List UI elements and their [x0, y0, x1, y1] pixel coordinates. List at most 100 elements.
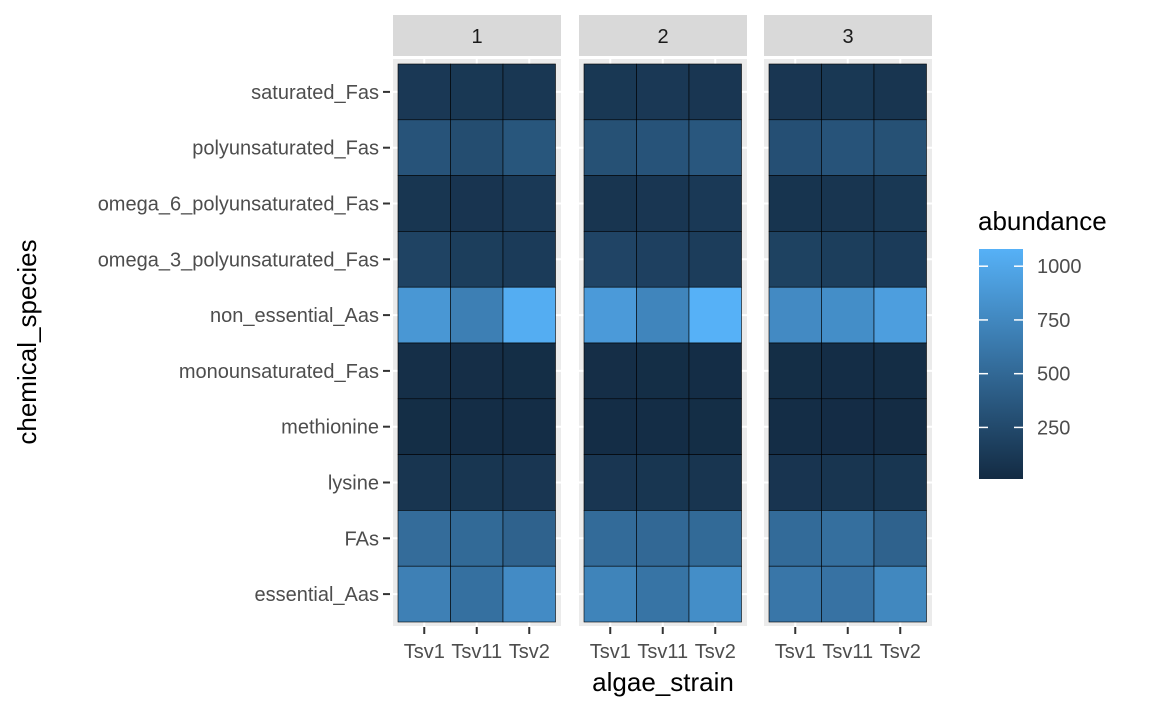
heatmap-tile: lysine / Tsv11 (3): 90 [821, 454, 875, 511]
heatmap-tile: omega_6_polyunsaturated_Fas / Tsv1 (1): … [397, 175, 451, 232]
y-tick-label: monounsaturated_Fas [179, 361, 379, 383]
heatmap-tile: methionine / Tsv1 (1): 30 [397, 398, 451, 455]
heatmap-tile: saturated_Fas / Tsv2 (2): 100 [688, 63, 742, 121]
y-tick-label: methionine [281, 417, 379, 439]
heatmap-tile: lysine / Tsv2 (3): 95 [873, 454, 927, 511]
heatmap-tile: saturated_Fas / Tsv11 (2): 115 [636, 63, 690, 121]
heatmap-tile: methionine / Tsv11 (2): 25 [636, 398, 690, 455]
y-tick-label: saturated_Fas [251, 82, 379, 104]
x-tick-label: Tsv11 [451, 641, 502, 663]
heatmap-tile: lysine / Tsv1 (1): 90 [397, 454, 451, 511]
heatmap-tile: polyunsaturated_Fas / Tsv11 (2): 330 [636, 119, 690, 176]
heatmap-tile: lysine / Tsv1 (2): 100 [583, 454, 637, 511]
x-tick-label: Tsv2 [880, 641, 921, 663]
heatmap-tile: monounsaturated_Fas / Tsv1 (3): 30 [768, 342, 822, 400]
heatmap-tile: monounsaturated_Fas / Tsv1 (2): 35 [583, 342, 637, 400]
heatmap-tile: methionine / Tsv2 (1): 25 [502, 398, 556, 455]
y-tick-label: FAs [345, 528, 379, 550]
heatmap-tile: saturated_Fas / Tsv11 (3): 110 [821, 63, 875, 121]
heatmap-tile: FAs / Tsv1 (2): 520 [583, 510, 637, 567]
heatmap-tile: FAs / Tsv11 (1): 510 [450, 510, 504, 567]
heatmap-tile: monounsaturated_Fas / Tsv2 (3): 22 [873, 342, 927, 400]
legend-label: 250 [1037, 417, 1070, 439]
heatmap-tile: methionine / Tsv11 (1): 28 [450, 398, 504, 455]
heatmap-tile: polyunsaturated_Fas / Tsv2 (1): 350 [502, 119, 556, 176]
heatmap-tile: omega_3_polyunsaturated_Fas / Tsv1 (1): … [397, 231, 451, 288]
heatmap-tile: FAs / Tsv1 (1): 530 [397, 510, 451, 567]
heatmap-tile: essential_Aas / Tsv2 (1): 780 [502, 565, 556, 623]
heatmap-tile: lysine / Tsv2 (2): 90 [688, 454, 742, 511]
y-tick-label: omega_3_polyunsaturated_Fas [98, 249, 379, 271]
heatmap-tile: omega_3_polyunsaturated_Fas / Tsv1 (3): … [768, 231, 822, 288]
heatmap-tile: omega_6_polyunsaturated_Fas / Tsv11 (1):… [450, 175, 504, 232]
heatmap-tile: non_essential_Aas / Tsv2 (3): 930 [873, 286, 927, 344]
heatmap-tile: essential_Aas / Tsv1 (1): 690 [397, 565, 451, 623]
heatmap-tile: lysine / Tsv1 (3): 85 [768, 454, 822, 511]
heatmap-tile: methionine / Tsv1 (2): 28 [583, 398, 637, 455]
heatmap-tile: FAs / Tsv11 (2): 500 [636, 510, 690, 567]
x-axis-title: algae_strain [592, 667, 734, 697]
heatmap-tile: lysine / Tsv11 (2): 95 [636, 454, 690, 511]
heatmap-tile: essential_Aas / Tsv2 (3): 750 [873, 565, 927, 623]
heatmap-tile: monounsaturated_Fas / Tsv11 (3): 28 [821, 342, 875, 400]
heatmap-tile: essential_Aas / Tsv2 (2): 800 [688, 565, 742, 623]
heatmap-tile: polyunsaturated_Fas / Tsv2 (3): 310 [873, 119, 927, 176]
heatmap-tile: essential_Aas / Tsv11 (3): 580 [821, 565, 875, 623]
heatmap-tile: polyunsaturated_Fas / Tsv1 (3): 300 [768, 119, 822, 176]
heatmap-tile: monounsaturated_Fas / Tsv1 (1): 40 [397, 342, 451, 400]
x-axes: Tsv1 Tsv11 Tsv2 Tsv1 Tsv11 Tsv2 Tsv1 Tsv11 Tsv2 [404, 627, 921, 663]
heatmap-tile: non_essential_Aas / Tsv2 (1): 1050 [502, 286, 556, 344]
heatmap-tile: essential_Aas / Tsv11 (1): 560 [450, 565, 504, 623]
facet-strip-3 [764, 15, 932, 56]
x-tick-label: Tsv1 [590, 641, 631, 663]
heatmap-tile: non_essential_Aas / Tsv11 (3): 800 [821, 286, 875, 344]
y-tick-label: omega_6_polyunsaturated_Fas [98, 194, 379, 216]
y-tick-label: polyunsaturated_Fas [192, 138, 379, 160]
heatmap-tile: non_essential_Aas / Tsv1 (3): 770 [768, 286, 822, 344]
y-tick-label: lysine [328, 473, 379, 495]
heatmap-tile: lysine / Tsv11 (1): 95 [450, 454, 504, 511]
y-tick-label: essential_Aas [254, 584, 379, 606]
heatmap-tile: non_essential_Aas / Tsv1 (2): 900 [583, 286, 637, 344]
heatmap-tile: omega_3_polyunsaturated_Fas / Tsv2 (3): … [873, 231, 927, 288]
heatmap-tile: monounsaturated_Fas / Tsv11 (2): 30 [636, 342, 690, 400]
x-tick-label: Tsv11 [822, 641, 873, 663]
facet-strip-label-1: 1 [471, 26, 482, 48]
heatmap-tile: omega_6_polyunsaturated_Fas / Tsv1 (2): … [583, 175, 637, 232]
legend-title: abundance [978, 206, 1107, 236]
heatmap-tile: non_essential_Aas / Tsv1 (1): 870 [397, 286, 451, 344]
heatmap-tile: methionine / Tsv2 (2): 30 [688, 398, 742, 455]
heatmap-tile: omega_6_polyunsaturated_Fas / Tsv2 (3): … [873, 175, 927, 232]
heatmap-tile: lysine / Tsv2 (1): 100 [502, 454, 556, 511]
facet-panels: 1 saturated_Fas / Tsv1 (1): 115 saturated_… [393, 15, 932, 626]
heatmap-tile: saturated_Fas / Tsv1 (2): 110 [583, 63, 637, 121]
heatmap-tile: monounsaturated_Fas / Tsv11 (1): 35 [450, 342, 504, 400]
heatmap-tile: FAs / Tsv2 (1): 450 [502, 510, 556, 567]
heatmap-tile: polyunsaturated_Fas / Tsv1 (1): 330 [397, 119, 451, 176]
heatmap-tile: non_essential_Aas / Tsv11 (1): 680 [450, 286, 504, 344]
heatmap-tile: FAs / Tsv2 (2): 510 [688, 510, 742, 567]
heatmap-tile: polyunsaturated_Fas / Tsv11 (1): 280 [450, 119, 504, 176]
heatmap-tile: omega_3_polyunsaturated_Fas / Tsv11 (1):… [450, 231, 504, 288]
legend-ticks: 250 500 750 1000 [979, 256, 1082, 439]
legend-label: 500 [1037, 364, 1070, 386]
heatmap-tile: non_essential_Aas / Tsv2 (2): 1080 [688, 286, 742, 344]
heatmap-tile: polyunsaturated_Fas / Tsv1 (2): 310 [583, 119, 637, 176]
heatmap-tile: FAs / Tsv2 (3): 450 [873, 510, 927, 567]
heatmap-tile: omega_3_polyunsaturated_Fas / Tsv11 (3):… [821, 231, 875, 288]
facet-strip-label-3: 3 [842, 26, 853, 48]
heatmap-tile: monounsaturated_Fas / Tsv2 (1): 30 [502, 342, 556, 400]
x-tick-label: Tsv1 [404, 641, 445, 663]
heatmap-tile: omega_6_polyunsaturated_Fas / Tsv11 (3):… [821, 175, 875, 232]
heatmap-tile: non_essential_Aas / Tsv11 (2): 730 [636, 286, 690, 344]
heatmap-tile: omega_3_polyunsaturated_Fas / Tsv11 (2):… [636, 231, 690, 288]
heatmap-tile: polyunsaturated_Fas / Tsv2 (2): 360 [688, 119, 742, 176]
heatmap-tile: monounsaturated_Fas / Tsv2 (2): 28 [688, 342, 742, 400]
heatmap-tile: omega_3_polyunsaturated_Fas / Tsv2 (2): … [688, 231, 742, 288]
heatmap-tile: omega_6_polyunsaturated_Fas / Tsv2 (2): … [688, 175, 742, 232]
heatmap-tile: omega_3_polyunsaturated_Fas / Tsv1 (2): … [583, 231, 637, 288]
y-axis: saturated_Fas polyunsaturated_Fas omega_6_… [98, 82, 390, 606]
heatmap-tile: saturated_Fas / Tsv1 (1): 115 [397, 63, 451, 121]
